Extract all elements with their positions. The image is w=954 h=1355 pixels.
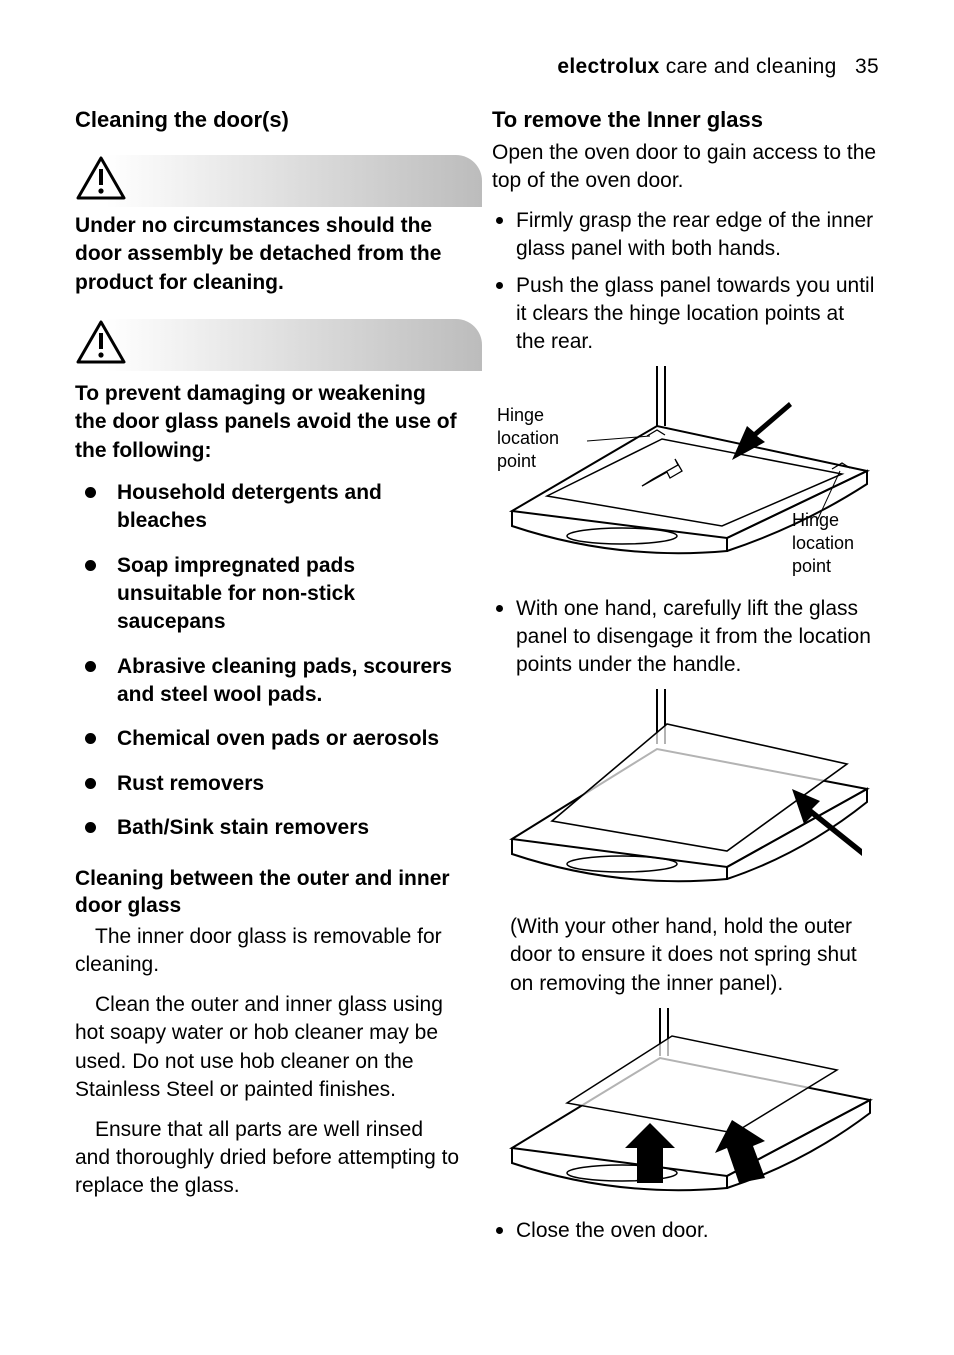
- list-item: With one hand, carefully lift the glass …: [492, 595, 879, 679]
- two-column-layout: Cleaning the door(s) Under no circumstan…: [75, 107, 879, 1255]
- right-intro: Open the oven door to gain access to the…: [492, 139, 879, 195]
- steps-2: With one hand, carefully lift the glass …: [492, 595, 879, 679]
- svg-text:point: point: [792, 556, 831, 576]
- list-item: Chemical oven pads or aerosols: [75, 725, 462, 753]
- list-item: Close the oven door.: [492, 1217, 879, 1245]
- page-number: 35: [855, 55, 879, 78]
- paren-note: (With your other hand, hold the outer do…: [510, 913, 879, 997]
- list-item: Soap impregnated pads unsuitable for non…: [75, 552, 462, 637]
- warning-icon: [75, 155, 127, 206]
- svg-text:location: location: [497, 428, 559, 448]
- svg-text:location: location: [792, 533, 854, 553]
- warning-1-text: Under no circumstances should the door a…: [75, 212, 462, 297]
- brand-name: electrolux: [557, 55, 659, 78]
- steps-1: Firmly grasp the rear edge of the inner …: [492, 207, 879, 356]
- svg-text:point: point: [497, 451, 536, 471]
- header-section: care and cleaning: [666, 55, 837, 78]
- list-item: Rust removers: [75, 770, 462, 798]
- steps-3: Close the oven door.: [492, 1217, 879, 1245]
- diagram-2: [492, 689, 879, 899]
- list-item: Bath/Sink stain removers: [75, 814, 462, 842]
- between-p2: Clean the outer and inner glass using ho…: [75, 991, 462, 1104]
- list-item: Household detergents and bleaches: [75, 479, 462, 536]
- diagram-label-left: Hinge: [497, 405, 544, 425]
- diagram-3: [492, 1008, 879, 1203]
- right-column: To remove the Inner glass Open the oven …: [492, 107, 879, 1255]
- warning-block-2: [75, 319, 462, 370]
- between-p1: The inner door glass is removable for cl…: [75, 923, 462, 979]
- list-item: Abrasive cleaning pads, scourers and ste…: [75, 653, 462, 710]
- left-title: Cleaning the door(s): [75, 107, 462, 133]
- warning-2-intro: To prevent damaging or weakening the doo…: [75, 380, 462, 465]
- list-item: Push the glass panel towards you until i…: [492, 272, 879, 356]
- list-item: Firmly grasp the rear edge of the inner …: [492, 207, 879, 263]
- between-title: Cleaning between the outer and inner doo…: [75, 865, 462, 920]
- warning-icon: [75, 319, 127, 370]
- page-header: electrolux care and cleaning 35: [75, 55, 879, 79]
- warning-block-1: Under no circumstances should the door a…: [75, 155, 462, 297]
- right-title: To remove the Inner glass: [492, 107, 879, 133]
- diagram-label-right: Hinge: [792, 510, 839, 530]
- avoid-list: Household detergents and bleaches Soap i…: [75, 479, 462, 842]
- diagram-1: Hinge location point Hinge location poin…: [492, 366, 879, 581]
- left-column: Cleaning the door(s) Under no circumstan…: [75, 107, 462, 1255]
- between-p3: Ensure that all parts are well rinsed an…: [75, 1116, 462, 1200]
